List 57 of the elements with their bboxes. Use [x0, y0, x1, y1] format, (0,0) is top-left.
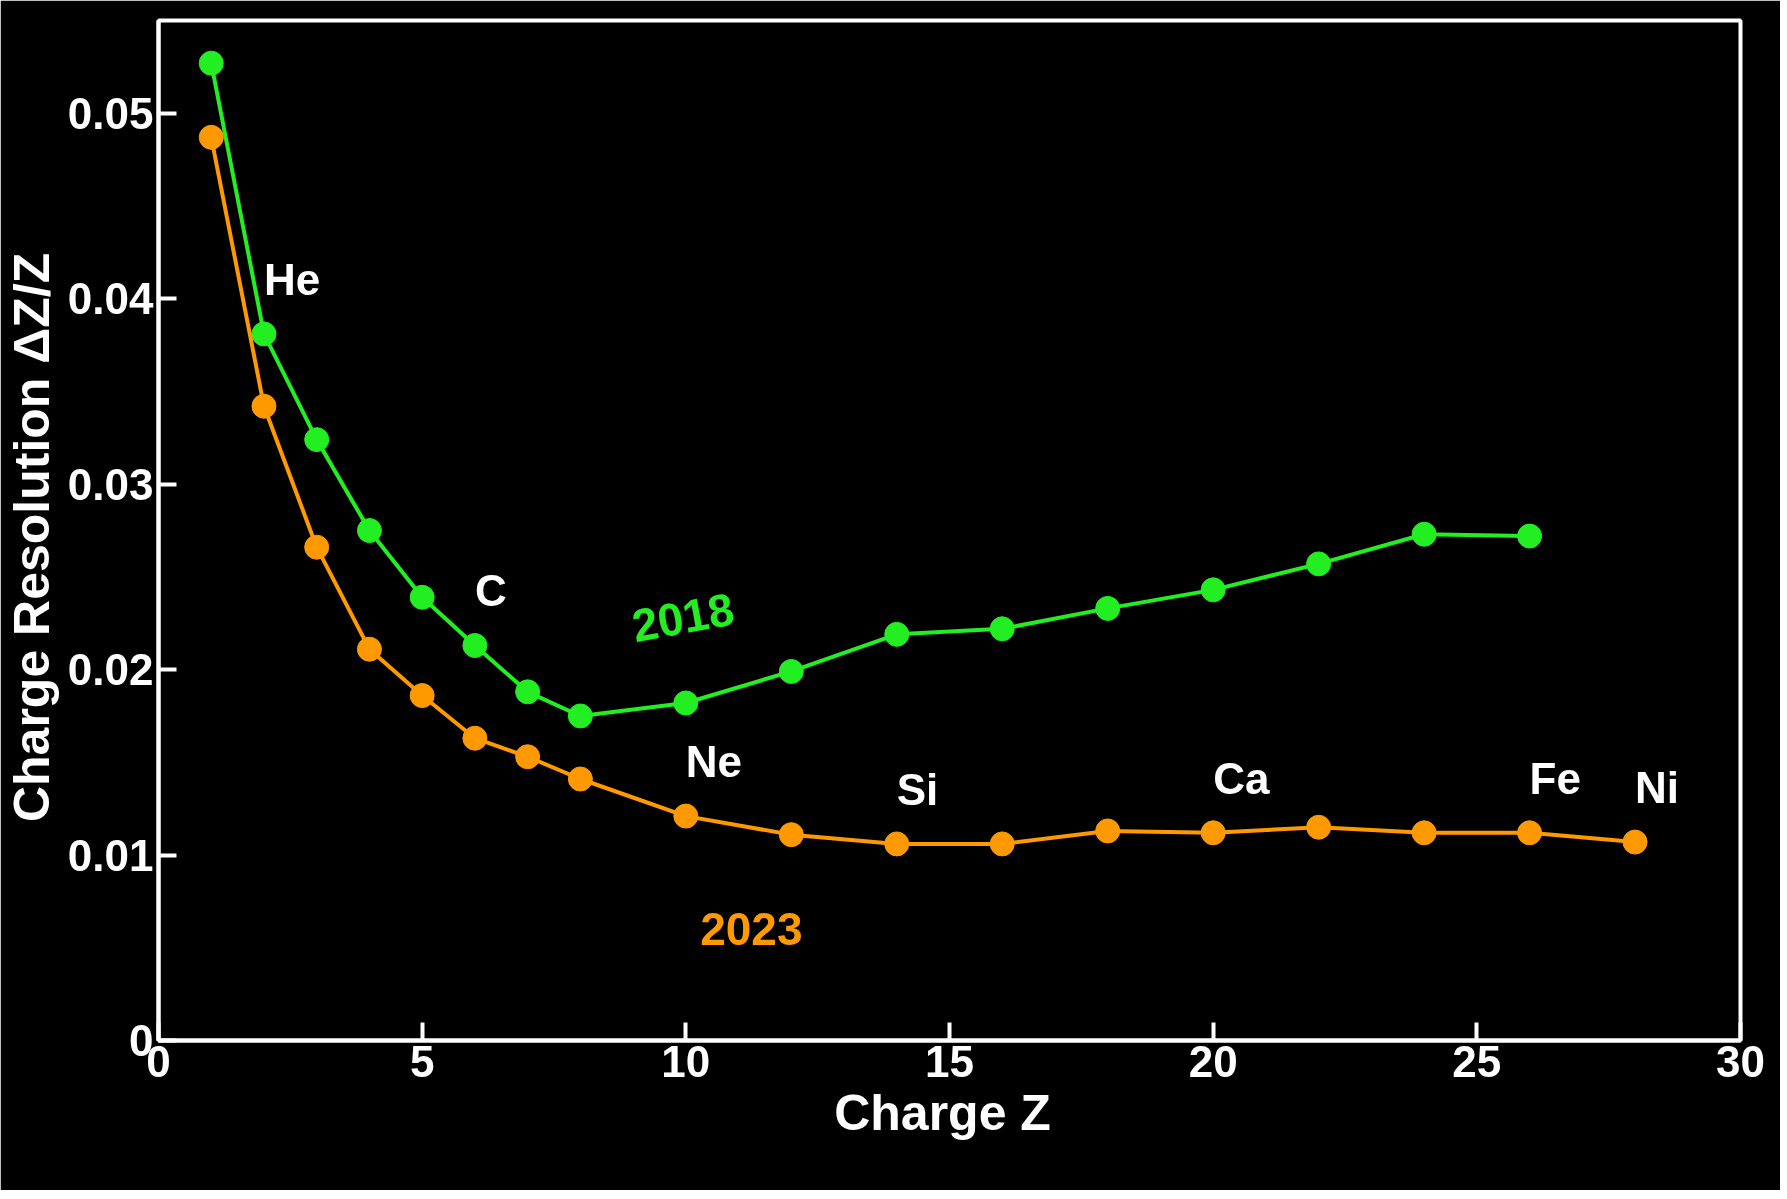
- series-label: 2023: [700, 902, 803, 955]
- point: [1200, 820, 1226, 846]
- y-tick-label: 0.05: [67, 88, 154, 138]
- point: [409, 683, 435, 709]
- point: [409, 584, 435, 610]
- point: [778, 658, 804, 684]
- annotation: Ni: [1635, 763, 1680, 813]
- annotation: Ne: [685, 737, 743, 787]
- text: 2018: [627, 582, 738, 652]
- y-axis-title: Charge Resolution ΔZ/Z: [3, 252, 60, 823]
- point: [989, 616, 1015, 642]
- x-tick-label: 15: [925, 1036, 974, 1086]
- annotation: He: [263, 254, 321, 304]
- point: [251, 321, 277, 347]
- point: [1411, 820, 1437, 846]
- annotation: Fe: [1529, 753, 1581, 803]
- point: [1095, 595, 1121, 621]
- point: [251, 393, 277, 419]
- point: [884, 621, 910, 647]
- point: [515, 744, 541, 770]
- x-axis-title: Charge Z: [834, 1084, 1051, 1141]
- y-tick-label: 0.04: [67, 274, 155, 324]
- point: [462, 633, 488, 658]
- point: [778, 822, 804, 848]
- point: [462, 725, 488, 751]
- point: [198, 124, 224, 150]
- point: [673, 690, 699, 716]
- point: [1306, 551, 1332, 577]
- point: [673, 803, 699, 829]
- x-tick-label: 5: [409, 1036, 435, 1086]
- annotation: C: [474, 566, 507, 616]
- point: [356, 636, 382, 662]
- point: [1517, 523, 1543, 549]
- point: [567, 703, 593, 729]
- annotation: Si: [896, 764, 939, 814]
- point: [1095, 818, 1121, 844]
- point: [1411, 521, 1437, 547]
- point: [198, 50, 224, 76]
- point: [989, 831, 1015, 857]
- point: [884, 831, 910, 857]
- point: [1517, 820, 1543, 846]
- point: [1622, 829, 1648, 855]
- point: [356, 518, 382, 543]
- point: [567, 766, 593, 792]
- y-tick-label: 0.03: [67, 459, 154, 509]
- x-tick-label: 10: [661, 1036, 711, 1086]
- x-tick-label: 20: [1188, 1036, 1238, 1086]
- y-tick-label: 0.02: [67, 645, 154, 695]
- y-tick-label: 0.01: [67, 830, 154, 880]
- point: [304, 534, 330, 560]
- point: [515, 679, 541, 705]
- x-tick-label: 30: [1716, 1036, 1765, 1086]
- point: [1200, 577, 1226, 603]
- point: [304, 427, 330, 453]
- annotation: Ca: [1213, 753, 1270, 803]
- point: [1306, 814, 1332, 840]
- x-tick-label: 25: [1452, 1036, 1502, 1086]
